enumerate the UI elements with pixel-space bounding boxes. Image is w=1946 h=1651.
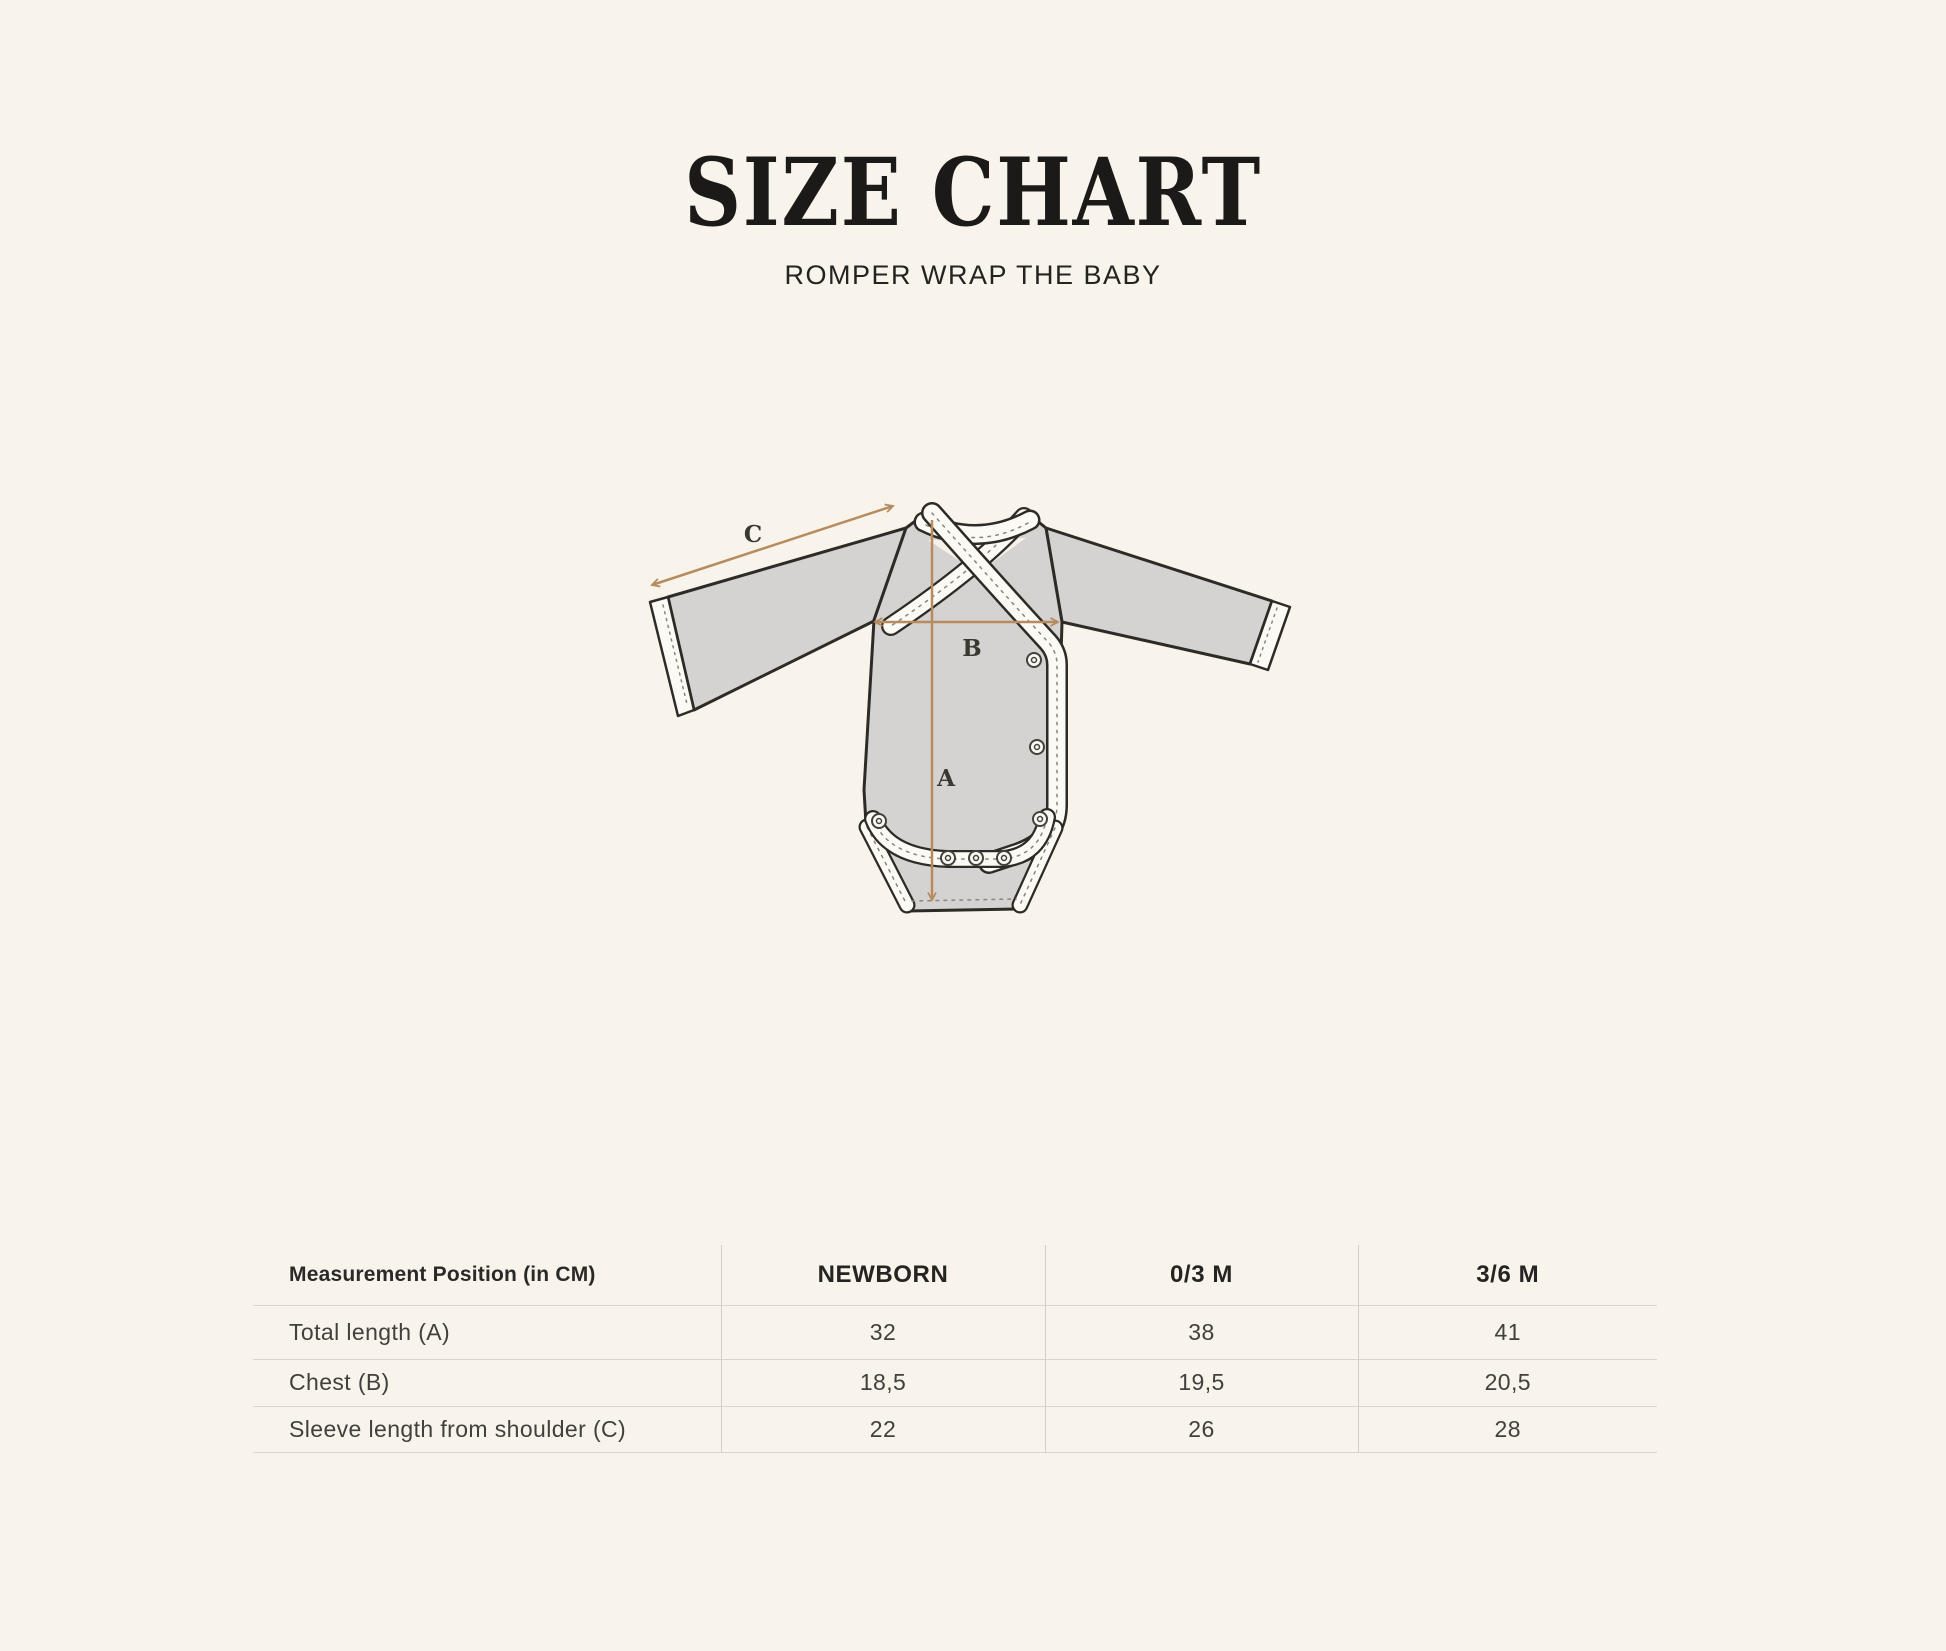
right-cuff xyxy=(1248,599,1292,672)
value-cell: 20,5 xyxy=(1357,1359,1657,1406)
page-subtitle: ROMPER WRAP THE BABY xyxy=(784,260,1162,290)
right-sleeve xyxy=(1044,526,1274,666)
value-cell: 28 xyxy=(1357,1406,1657,1452)
size-table: Measurement Position (in CM) NEWBORN 0/3… xyxy=(253,1245,1657,1453)
value-cell: 26 xyxy=(1044,1406,1358,1452)
value-cell: 19,5 xyxy=(1044,1359,1358,1406)
measurement-arrow-c xyxy=(650,503,895,588)
label-a: A xyxy=(936,765,956,792)
table-row: Total length (A) 32 38 41 xyxy=(253,1305,1657,1359)
romper-diagram: C B A xyxy=(648,502,1292,914)
snap-buttons xyxy=(871,652,1048,866)
label-b: B xyxy=(962,635,981,662)
measurement-arrows xyxy=(650,503,1060,902)
table-header-row: Measurement Position (in CM) NEWBORN 0/3… xyxy=(253,1245,1657,1305)
value-cell: 38 xyxy=(1044,1305,1358,1359)
value-cell: 41 xyxy=(1357,1305,1657,1359)
column-header-newborn: NEWBORN xyxy=(720,1245,1045,1305)
garment-illustration xyxy=(648,502,1292,914)
value-cell: 18,5 xyxy=(720,1359,1045,1406)
column-header-3-6m: 3/6 M xyxy=(1357,1245,1657,1305)
value-cell: 32 xyxy=(720,1305,1045,1359)
table-row: Sleeve length from shoulder (C) 22 26 28 xyxy=(253,1406,1657,1452)
label-c: C xyxy=(744,521,762,548)
page-title: SIZE CHART xyxy=(684,138,1262,248)
row-label-total-length: Total length (A) xyxy=(289,1318,451,1345)
column-header-measurement: Measurement Position (in CM) xyxy=(289,1262,596,1286)
column-header-0-3m: 0/3 M xyxy=(1044,1245,1358,1305)
table-row: Chest (B) 18,5 19,5 20,5 xyxy=(253,1359,1657,1406)
row-label-chest: Chest (B) xyxy=(289,1369,390,1395)
value-cell: 22 xyxy=(720,1406,1045,1452)
row-label-sleeve-length: Sleeve length from shoulder (C) xyxy=(289,1415,627,1442)
